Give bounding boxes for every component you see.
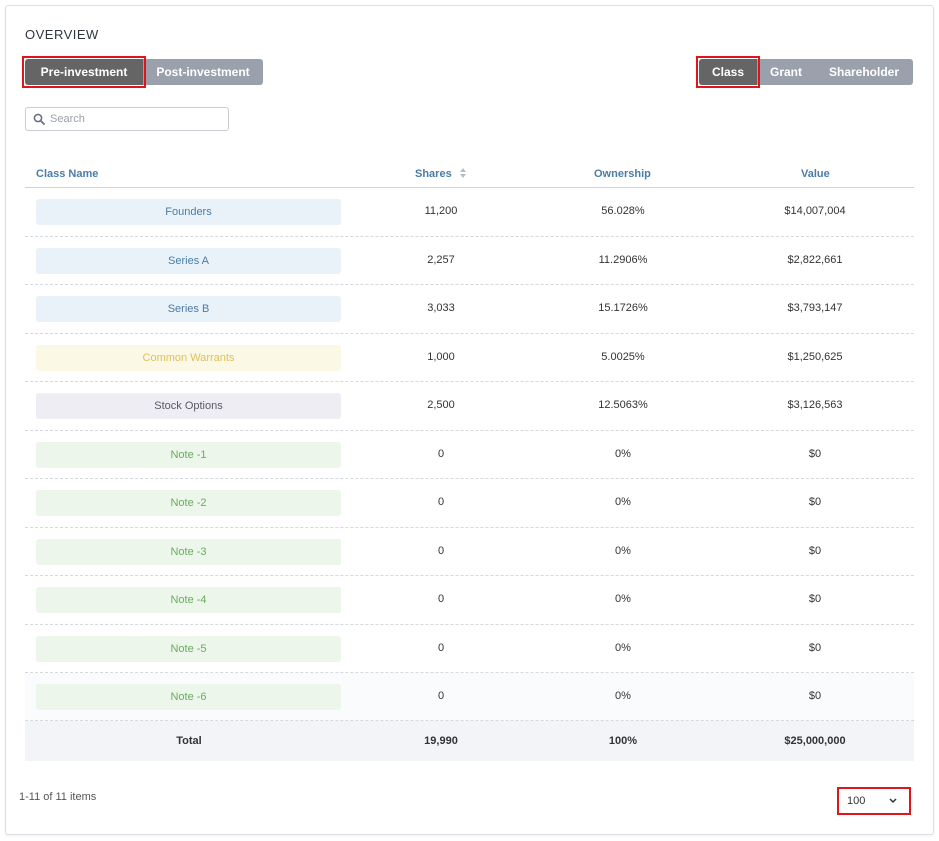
chevron-down-icon — [889, 798, 897, 804]
ownership-cell: 12.5063% — [598, 399, 648, 411]
shares-cell: 0 — [437, 447, 445, 460]
table-row: Note -4 0 0% $0 — [25, 576, 914, 625]
value-cell: $3,793,147 — [787, 302, 843, 314]
total-ownership: 100% — [608, 735, 638, 747]
class-tag[interactable]: Common Warrants — [36, 344, 341, 371]
class-tag[interactable]: Stock Options — [36, 393, 341, 419]
table-row: Common Warrants 1,000 5.0025% $1,250,625 — [25, 334, 914, 382]
column-ownership[interactable]: Ownership — [594, 168, 651, 180]
shares-cell: 0 — [437, 690, 445, 702]
class-tag[interactable]: Note -5 — [36, 635, 341, 662]
ownership-cell: 56.028% — [601, 205, 645, 217]
search-box[interactable] — [25, 107, 229, 131]
table-row: Note -2 0 0% $0 — [25, 479, 914, 528]
page-title: OVERVIEW — [25, 27, 99, 42]
value-cell: $2,822,661 — [787, 253, 843, 266]
value-cell: $3,126,563 — [787, 399, 843, 411]
shares-cell: 2,500 — [427, 399, 455, 411]
overview-card: OVERVIEW Pre-investment Post-investment … — [5, 5, 934, 835]
search-input[interactable] — [50, 110, 222, 128]
ownership-cell: 0% — [615, 690, 631, 702]
column-shares[interactable]: Shares — [415, 168, 452, 180]
ownership-cell: 11.2906% — [598, 253, 648, 266]
shares-cell: 11,200 — [424, 205, 458, 217]
class-tag[interactable]: Series B — [36, 296, 341, 322]
value-cell: $0 — [808, 447, 822, 460]
tab-grant[interactable]: Grant — [757, 59, 815, 85]
ownership-cell: 15.1726% — [598, 302, 648, 314]
ownership-cell: 0% — [615, 593, 631, 605]
table-row: Series A 2,257 11.2906% $2,822,661 — [25, 237, 914, 285]
value-cell: $0 — [808, 544, 822, 557]
search-icon — [33, 113, 45, 125]
table-row: Note -3 0 0% $0 — [25, 528, 914, 576]
shares-cell: 0 — [437, 496, 445, 508]
class-tag[interactable]: Founders — [36, 199, 341, 225]
value-cell: $0 — [808, 690, 822, 702]
table-row: Stock Options 2,500 12.5063% $3,126,563 — [25, 382, 914, 431]
class-tag[interactable]: Note -4 — [36, 587, 341, 613]
table-body: Founders 11,200 56.028% $14,007,004 Series A… — [25, 188, 914, 721]
tab-shareholder[interactable]: Shareholder — [815, 59, 913, 85]
total-value: $25,000,000 — [784, 735, 846, 747]
column-value[interactable]: Value — [801, 168, 830, 180]
value-cell: $0 — [808, 593, 822, 605]
value-cell: $0 — [808, 496, 822, 508]
table-row: Founders 11,200 56.028% $14,007,004 — [25, 188, 914, 237]
table-row: Note -1 0 0% $0 — [25, 431, 914, 479]
page-size-select[interactable]: 100 — [837, 787, 911, 815]
class-tag[interactable]: Note -3 — [36, 538, 341, 565]
value-cell: $1,250,625 — [787, 350, 843, 363]
class-tag[interactable]: Note -2 — [36, 490, 341, 516]
group-toggle: Class Grant Shareholder — [696, 56, 913, 88]
pagination-info: 1-11 of 11 items — [19, 791, 97, 803]
tab-class[interactable]: Class — [696, 56, 760, 88]
total-label: Total — [176, 735, 202, 747]
tab-post-investment[interactable]: Post-investment — [143, 59, 263, 85]
ownership-cell: 0% — [615, 496, 631, 508]
tab-pre-investment[interactable]: Pre-investment — [22, 56, 146, 88]
value-cell: $14,007,004 — [784, 205, 846, 217]
class-tag[interactable]: Note -1 — [36, 441, 341, 468]
column-class-name[interactable]: Class Name — [36, 168, 99, 180]
ownership-cell: 0% — [615, 641, 631, 654]
view-toggle: Pre-investment Post-investment — [22, 56, 263, 88]
ownership-cell: 0% — [615, 447, 631, 460]
sort-icon[interactable] — [459, 167, 467, 179]
total-shares: 19,990 — [424, 735, 458, 747]
shares-cell: 0 — [437, 593, 445, 605]
table-row: Series B 3,033 15.1726% $3,793,147 — [25, 285, 914, 334]
total-row: Total 19,990 100% $25,000,000 — [25, 721, 914, 761]
shares-cell: 1,000 — [427, 350, 455, 363]
class-tag[interactable]: Series A — [36, 247, 341, 274]
table-header: Class Name Shares Ownership Value — [25, 158, 914, 188]
ownership-cell: 0% — [615, 544, 631, 557]
shares-cell: 3,033 — [427, 302, 455, 314]
page-size-value: 100 — [847, 795, 866, 807]
class-tag[interactable]: Note -6 — [36, 684, 341, 710]
table-row: Note -6 0 0% $0 — [25, 673, 914, 721]
value-cell: $0 — [808, 641, 822, 654]
ownership-cell: 5.0025% — [601, 350, 645, 363]
shares-cell: 2,257 — [427, 253, 455, 266]
shares-cell: 0 — [437, 641, 445, 654]
table-row: Note -5 0 0% $0 — [25, 625, 914, 673]
shares-cell: 0 — [437, 544, 445, 557]
class-table: Class Name Shares Ownership Value Founde… — [25, 158, 914, 761]
